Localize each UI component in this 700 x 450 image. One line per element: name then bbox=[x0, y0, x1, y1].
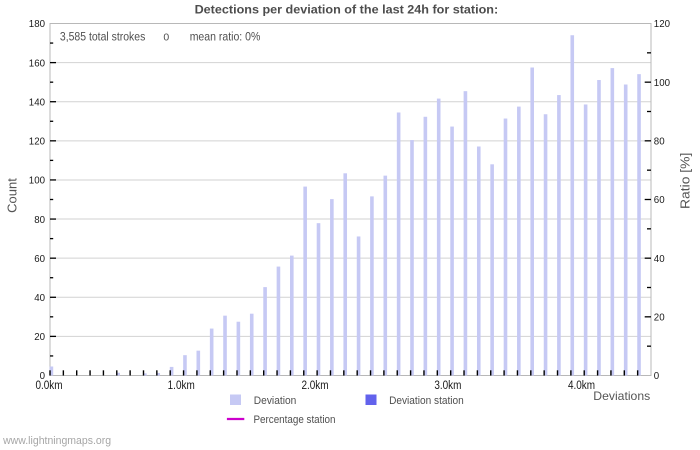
svg-text:180: 180 bbox=[29, 19, 45, 30]
svg-text:40: 40 bbox=[654, 254, 665, 265]
svg-text:140: 140 bbox=[29, 97, 45, 108]
svg-text:20: 20 bbox=[34, 332, 45, 343]
svg-text:Deviations: Deviations bbox=[593, 389, 650, 403]
svg-text:80: 80 bbox=[654, 137, 665, 148]
svg-text:Deviation station: Deviation station bbox=[389, 395, 464, 407]
svg-text:Percentage station: Percentage station bbox=[254, 414, 336, 426]
svg-text:160: 160 bbox=[29, 58, 45, 69]
svg-text:0.0km: 0.0km bbox=[35, 378, 62, 392]
svg-text:4.0km: 4.0km bbox=[568, 378, 595, 392]
svg-text:2.0km: 2.0km bbox=[301, 378, 328, 392]
svg-text:3.0km: 3.0km bbox=[434, 378, 461, 392]
svg-text:www.lightningmaps.org: www.lightningmaps.org bbox=[2, 435, 111, 447]
svg-text:100: 100 bbox=[29, 176, 45, 187]
svg-text:60: 60 bbox=[654, 195, 665, 206]
svg-text:120: 120 bbox=[654, 19, 670, 30]
svg-text:20: 20 bbox=[654, 313, 665, 324]
svg-text:mean ratio: 0%: mean ratio: 0% bbox=[190, 29, 261, 43]
svg-text:60: 60 bbox=[34, 254, 45, 265]
svg-text:1.0km: 1.0km bbox=[168, 378, 195, 392]
svg-text:0: 0 bbox=[40, 371, 46, 382]
svg-text:120: 120 bbox=[29, 137, 45, 148]
svg-text:0: 0 bbox=[654, 371, 660, 382]
svg-text:0: 0 bbox=[163, 31, 169, 43]
svg-text:Count: Count bbox=[4, 178, 19, 213]
svg-text:40: 40 bbox=[34, 293, 45, 304]
svg-text:3,585 total strokes: 3,585 total strokes bbox=[60, 29, 145, 43]
svg-text:80: 80 bbox=[34, 215, 45, 226]
svg-text:Deviation: Deviation bbox=[254, 395, 296, 407]
svg-text:Ratio [%]: Ratio [%] bbox=[678, 153, 693, 209]
svg-text:100: 100 bbox=[654, 78, 670, 89]
svg-text:Detections per deviation of th: Detections per deviation of the last 24h… bbox=[195, 3, 499, 17]
